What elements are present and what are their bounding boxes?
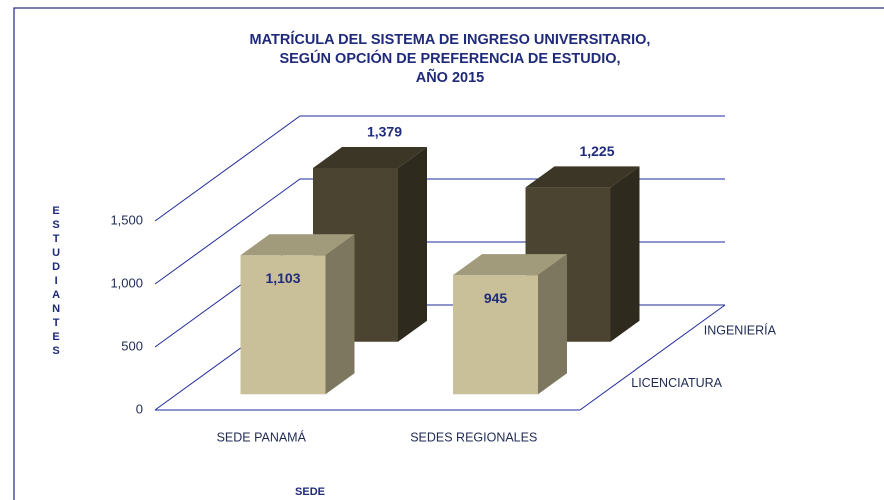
bar-side [610,166,640,342]
y-tick-label: 1,500 [110,212,143,227]
floor-edge [579,304,726,411]
data-label: 1,225 [579,143,614,159]
data-label: 945 [484,290,508,306]
bar-front [453,275,538,395]
data-label: 1,379 [367,124,402,140]
bar-top [240,234,355,256]
bar-top [525,166,640,188]
x-axis-title: SEDE [295,486,325,498]
bar [240,234,355,395]
y-tick-label: 0 [136,401,143,416]
bar-top [453,254,567,276]
data-label: 1,103 [265,270,300,286]
chart-title: MATRÍCULA DEL SISTEMA DE INGRESO UNIVERS… [250,31,651,48]
x-tick-label: SEDES REGIONALES [410,430,537,444]
bar [453,254,567,395]
bar-top [313,146,427,168]
chart-title: AÑO 2015 [416,68,485,86]
y-tick-label: 500 [121,338,143,353]
frame [13,7,884,500]
chart-title: SEGÚN OPCIÓN DE PREFERENCIA DE ESTUDIO, [279,49,620,67]
y-axis-title: ESTUDIANTES [50,205,62,359]
series-label: LICENCIATURA [631,376,722,390]
grid-line [154,115,725,222]
bar-side [325,234,355,395]
bar-side [398,146,427,342]
bar-front [240,255,326,395]
series-label: INGENIERÍA [704,323,777,338]
x-tick-label: SEDE PANAMÁ [217,429,307,444]
bar-side [538,254,567,395]
y-tick-label: 1,000 [110,275,143,290]
